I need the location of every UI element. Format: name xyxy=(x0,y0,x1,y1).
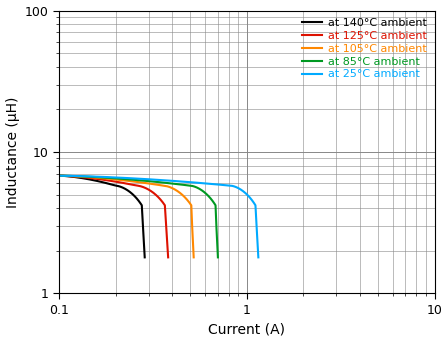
at 25°C ambient xyxy=(249,198,254,202)
at 85°C ambient xyxy=(195,186,200,190)
at 85°C ambient xyxy=(102,175,107,180)
at 85°C ambient xyxy=(215,255,220,260)
at 105°C ambient xyxy=(92,175,98,180)
Line: at 140°C ambient: at 140°C ambient xyxy=(60,176,145,258)
at 85°C ambient xyxy=(209,198,214,202)
Y-axis label: Inductance (μH): Inductance (μH) xyxy=(5,96,20,208)
at 25°C ambient xyxy=(251,200,256,205)
at 140°C ambient xyxy=(135,198,140,202)
Line: at 85°C ambient: at 85°C ambient xyxy=(60,176,218,258)
at 85°C ambient xyxy=(168,181,173,185)
at 140°C ambient xyxy=(57,174,62,178)
at 140°C ambient xyxy=(142,255,147,260)
at 85°C ambient xyxy=(190,184,196,188)
at 125°C ambient xyxy=(83,175,89,180)
at 105°C ambient xyxy=(191,255,196,260)
at 105°C ambient xyxy=(186,200,192,205)
at 85°C ambient xyxy=(57,174,62,178)
at 25°C ambient xyxy=(231,184,236,188)
Line: at 105°C ambient: at 105°C ambient xyxy=(60,176,194,258)
Line: at 125°C ambient: at 125°C ambient xyxy=(60,176,168,258)
at 105°C ambient xyxy=(184,198,190,202)
at 25°C ambient xyxy=(202,181,207,185)
Legend: at 140°C ambient, at 125°C ambient, at 105°C ambient, at 85°C ambient, at 25°C a: at 140°C ambient, at 125°C ambient, at 1… xyxy=(300,16,429,82)
at 105°C ambient xyxy=(164,184,169,188)
at 140°C ambient xyxy=(76,175,82,180)
at 25°C ambient xyxy=(57,174,62,178)
at 125°C ambient xyxy=(57,174,62,178)
at 140°C ambient xyxy=(105,181,110,185)
X-axis label: Current (A): Current (A) xyxy=(208,323,285,337)
at 125°C ambient xyxy=(165,255,171,260)
at 25°C ambient xyxy=(256,255,261,260)
at 25°C ambient xyxy=(115,175,121,180)
at 25°C ambient xyxy=(235,186,241,190)
at 140°C ambient xyxy=(121,186,126,190)
at 125°C ambient xyxy=(123,181,128,185)
Line: at 25°C ambient: at 25°C ambient xyxy=(60,176,258,258)
at 105°C ambient xyxy=(57,174,62,178)
at 140°C ambient xyxy=(137,200,142,205)
at 140°C ambient xyxy=(116,184,121,188)
at 125°C ambient xyxy=(138,184,143,188)
at 85°C ambient xyxy=(211,200,216,205)
at 125°C ambient xyxy=(160,200,165,205)
at 125°C ambient xyxy=(142,186,148,190)
at 105°C ambient xyxy=(169,186,174,190)
at 125°C ambient xyxy=(158,198,163,202)
at 105°C ambient xyxy=(145,181,151,185)
